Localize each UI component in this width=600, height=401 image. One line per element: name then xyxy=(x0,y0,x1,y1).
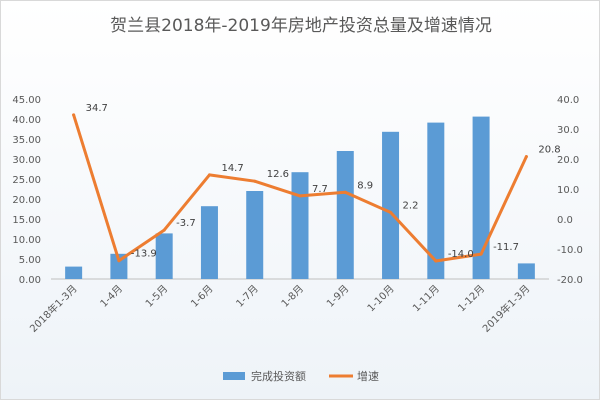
bar xyxy=(65,266,83,279)
x-tick-label: 2018年1-3月 xyxy=(27,282,80,335)
line-data-label: -11.7 xyxy=(493,242,519,253)
x-tick-label: 1-12月 xyxy=(456,283,488,315)
line-data-label: 7.7 xyxy=(312,184,328,195)
line-data-label: 2.2 xyxy=(403,200,419,211)
x-axis: 2018年1-3月 1-4月 1-5月 1-6月 1-7月 1-8月 1-9月 1-10月 1-… xyxy=(27,282,533,335)
line-point xyxy=(524,155,528,159)
bar xyxy=(517,263,535,279)
line-point xyxy=(389,210,393,214)
bar xyxy=(472,116,490,279)
line-point xyxy=(253,179,257,183)
legend-label-bar: 完成投资额 xyxy=(251,369,306,383)
line-point xyxy=(162,228,166,232)
line-series xyxy=(72,113,528,263)
y-right-tick-label: -10.0 xyxy=(557,245,583,256)
line-data-label: 12.6 xyxy=(267,169,289,180)
line-data-label: -3.7 xyxy=(176,218,196,229)
x-tick-label: 1-5月 xyxy=(143,283,170,310)
y-left-tick-label: 35.00 xyxy=(12,135,41,146)
y-left-tick-label: 40.00 xyxy=(12,115,41,126)
legend: 完成投资额 增速 xyxy=(223,369,379,383)
y-left-tick-label: 10.00 xyxy=(12,235,41,246)
y-left-tick-label: 30.00 xyxy=(12,155,41,166)
line-data-label: 8.9 xyxy=(357,180,373,191)
line-data-labels: 34.7 -13.9 -3.7 14.7 12.6 7.7 8.9 2.2 -14.0 -11.7… xyxy=(86,103,561,260)
bar xyxy=(110,253,128,279)
line-point xyxy=(117,259,121,263)
line-point xyxy=(434,259,438,263)
y-left-tick-label: 25.00 xyxy=(12,175,41,186)
line-data-label: 20.8 xyxy=(538,145,560,156)
x-tick-label: 1-7月 xyxy=(234,283,261,310)
bar xyxy=(246,191,264,279)
chart-title: 贺兰县2018年-2019年房地产投资总量及增速情况 xyxy=(110,16,492,36)
legend-label-line: 增速 xyxy=(357,369,379,383)
y-left-tick-label: 15.00 xyxy=(12,215,41,226)
bar xyxy=(336,151,354,279)
line-point xyxy=(207,173,211,177)
y-left-axis: 0.00 5.00 10.00 15.00 20.00 25.00 30.00 35.00 40… xyxy=(12,95,41,286)
bar xyxy=(200,206,218,279)
y-right-tick-label: 30.0 xyxy=(557,125,579,136)
y-left-tick-label: 20.00 xyxy=(12,195,41,206)
legend-swatch-bar xyxy=(223,372,245,380)
x-tick-label: 2019年1-3月 xyxy=(480,282,533,335)
y-left-tick-label: 45.00 xyxy=(12,95,41,106)
bar-series xyxy=(65,116,535,279)
bar xyxy=(155,233,173,279)
line-point xyxy=(479,252,483,256)
bar xyxy=(382,131,400,279)
line-data-label: 14.7 xyxy=(221,163,243,174)
line-point xyxy=(72,113,76,117)
line-point xyxy=(298,194,302,198)
y-right-tick-label: 40.0 xyxy=(557,95,579,106)
y-right-tick-label: -20.0 xyxy=(557,275,583,286)
x-tick-label: 1-4月 xyxy=(98,283,125,310)
x-tick-label: 1-8月 xyxy=(279,283,306,310)
y-right-tick-label: 0.0 xyxy=(557,215,573,226)
y-left-tick-label: 5.00 xyxy=(19,255,41,266)
y-right-axis: -20.0 -10.0 0.0 10.0 20.0 30.0 40.0 xyxy=(557,95,583,286)
line-data-label: -13.9 xyxy=(131,249,157,260)
x-tick-label: 1-6月 xyxy=(188,283,215,310)
x-tick-label: 1-10月 xyxy=(365,283,397,315)
line-data-label: 34.7 xyxy=(86,103,108,114)
y-right-tick-label: 20.0 xyxy=(557,155,579,166)
bar xyxy=(291,172,309,279)
bar xyxy=(427,122,445,279)
x-tick-label: 1-9月 xyxy=(324,283,351,310)
line-data-label: -14.0 xyxy=(448,249,474,260)
y-right-tick-label: 10.0 xyxy=(557,185,579,196)
x-tick-label: 1-11月 xyxy=(410,283,442,315)
line-point xyxy=(343,190,347,194)
y-left-tick-label: 0.00 xyxy=(19,275,41,286)
